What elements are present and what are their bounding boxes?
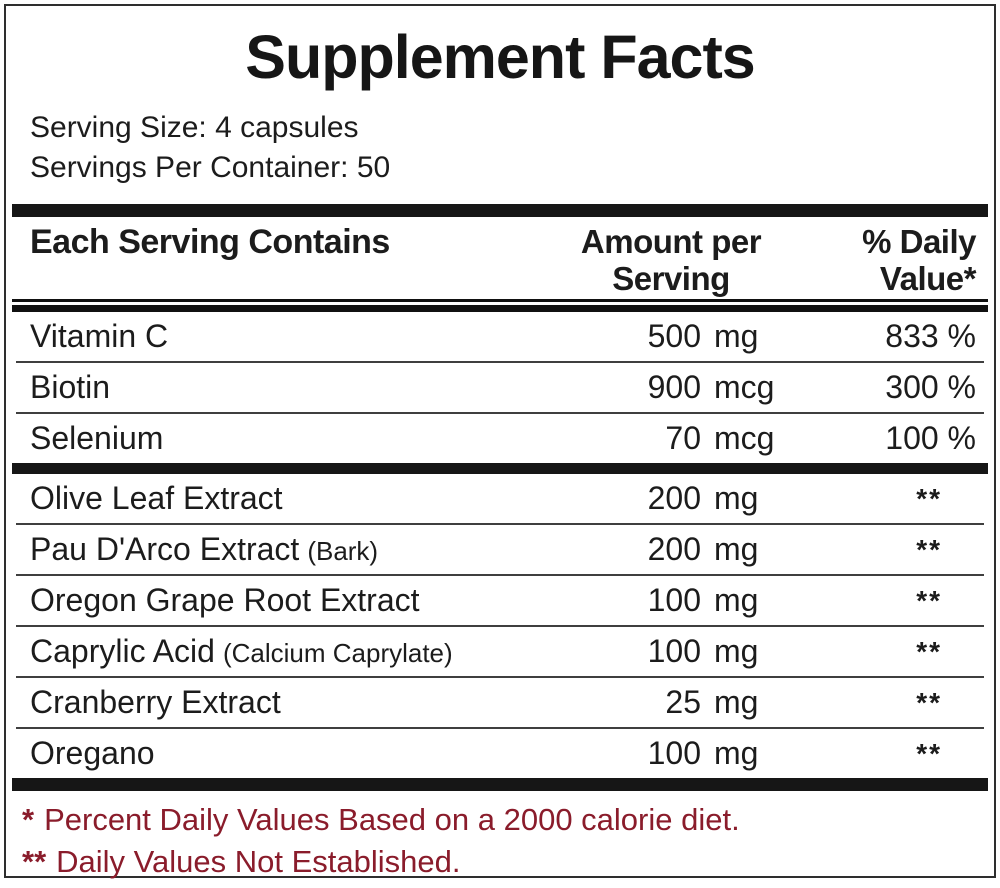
amount-unit: mg — [714, 480, 759, 516]
daily-value-cell: ** — [916, 737, 942, 769]
amount-unit: mcg — [714, 369, 775, 405]
asterisk-marker: * — [22, 802, 35, 837]
amount-value: 200 — [647, 531, 701, 567]
serving-size-text: Serving Size: 4 capsules — [30, 111, 359, 144]
not-established-footnote-text: Daily Values Not Established. — [56, 844, 461, 879]
bottom-divider-bar — [12, 778, 988, 791]
ingredient-row-oregon-grape-root-extract: Oregon Grape Root Extract 100 mg ** — [16, 574, 984, 625]
daily-value-column-header: % Daily Value* — [796, 223, 976, 299]
ingredient-name-text: Biotin — [30, 369, 111, 405]
amount-unit: mg — [714, 531, 759, 567]
ingredient-row-oregano: Oregano 100 mg ** — [16, 727, 984, 778]
ingredient-name-text: Olive Leaf Extract — [30, 480, 283, 516]
ingredient-row-cranberry-extract: Cranberry Extract 25 mg ** — [16, 676, 984, 727]
group-divider-bar — [12, 463, 988, 474]
amount-value: 70 — [665, 420, 701, 456]
ingredient-name-cell: Cranberry Extract — [30, 684, 546, 721]
percent-daily-value-footnote-text: Percent Daily Values Based on a 2000 cal… — [44, 802, 740, 837]
ingredient-row-selenium: Selenium 70 mcg 100 % — [16, 412, 984, 463]
percent-daily-value-footnote: * Percent Daily Values Based on a 2000 ca… — [22, 799, 984, 841]
amount-unit: mg — [714, 582, 759, 618]
amount-value: 200 — [647, 480, 701, 516]
amount-cell: 100 mg — [546, 735, 796, 772]
ingredient-name-cell: Pau D'Arco Extract (Bark) — [30, 531, 546, 568]
amount-value: 100 — [647, 735, 701, 771]
ingredient-name-text: Selenium — [30, 420, 164, 456]
table-header-row: Each Serving Contains Amount per Serving… — [16, 217, 984, 299]
ingredient-name-text: Vitamin C — [30, 318, 169, 354]
daily-value-cell: ** — [916, 635, 942, 667]
ingredient-name-cell: Biotin — [30, 369, 546, 406]
ingredient-name-cell: Caprylic Acid (Calcium Caprylate) — [30, 633, 546, 670]
amount-value: 100 — [647, 582, 701, 618]
amount-cell: 200 mg — [546, 531, 796, 568]
amount-cell: 25 mg — [546, 684, 796, 721]
daily-value-cell: ** — [916, 584, 942, 616]
ingredient-name-text: Caprylic Acid — [30, 633, 215, 669]
double-asterisk-marker: ** — [22, 844, 47, 879]
amount-cell: 200 mg — [546, 480, 796, 517]
ingredient-name-text: Oregano — [30, 735, 155, 771]
ingredient-note-text: (Calcium Caprylate) — [222, 638, 453, 668]
ingredient-row-caprylic-acid: Caprylic Acid (Calcium Caprylate) 100 mg *… — [16, 625, 984, 676]
amount-cell: 500 mg — [546, 318, 796, 355]
daily-value-cell: ** — [916, 533, 942, 565]
ingredient-name-cell: Vitamin C — [30, 318, 546, 355]
amount-cell: 100 mg — [546, 633, 796, 670]
ingredient-row-pau-darco-extract: Pau D'Arco Extract (Bark) 200 mg ** — [16, 523, 984, 574]
amount-unit: mg — [714, 735, 759, 771]
amount-value: 25 — [665, 684, 701, 720]
vitamins-minerals-group: Vitamin C 500 mg 833 % Biotin 900 mcg 300 … — [16, 312, 984, 463]
serving-info: Serving Size: 4 capsules Servings Per Co… — [30, 108, 984, 196]
amount-cell: 70 mcg — [546, 420, 796, 457]
amount-unit: mg — [714, 684, 759, 720]
ingredient-note-text: (Bark) — [307, 536, 379, 566]
daily-value-cell: 300 % — [885, 369, 976, 405]
ingredient-name-text: Oregon Grape Root Extract — [30, 582, 420, 618]
daily-value-column-header-line1: % Daily — [862, 223, 976, 260]
header-double-rule — [12, 299, 988, 312]
amount-value: 900 — [647, 369, 701, 405]
daily-value-cell: 833 % — [885, 318, 976, 354]
ingredient-name-text: Pau D'Arco Extract — [30, 531, 300, 567]
amount-unit: mg — [714, 633, 759, 669]
amount-cell: 900 mcg — [546, 369, 796, 406]
ingredient-name-cell: Oregano — [30, 735, 546, 772]
ingredient-row-biotin: Biotin 900 mcg 300 % — [16, 361, 984, 412]
amount-unit: mcg — [714, 420, 775, 456]
top-divider-bar — [12, 204, 988, 217]
daily-value-cell: ** — [916, 686, 942, 718]
ingredient-name-cell: Olive Leaf Extract — [30, 480, 546, 517]
supplement-facts-panel: Supplement Facts Serving Size: 4 capsule… — [4, 4, 996, 879]
daily-value-column-header-line2: Value* — [879, 260, 977, 297]
not-established-footnote: ** Daily Values Not Established. — [22, 841, 984, 883]
amount-value: 100 — [647, 633, 701, 669]
amount-value: 500 — [647, 318, 701, 354]
daily-value-cell: 100 % — [885, 420, 976, 456]
ingredient-column-header: Each Serving Contains — [30, 223, 390, 261]
ingredient-name-cell: Selenium — [30, 420, 546, 457]
amount-column-header-line2: Serving — [612, 260, 730, 297]
footnotes: * Percent Daily Values Based on a 2000 ca… — [22, 799, 984, 883]
amount-cell: 100 mg — [546, 582, 796, 619]
amount-unit: mg — [714, 318, 759, 354]
amount-column-header: Amount per Serving — [546, 223, 796, 299]
servings-per-container-text: Servings Per Container: 50 — [30, 151, 391, 184]
botanicals-group: Olive Leaf Extract 200 mg ** Pau D'Arco E… — [16, 474, 984, 778]
supplement-facts-title: Supplement Facts — [245, 23, 755, 91]
ingredient-name-cell: Oregon Grape Root Extract — [30, 582, 546, 619]
amount-column-header-line1: Amount per — [580, 223, 762, 260]
ingredient-row-olive-leaf-extract: Olive Leaf Extract 200 mg ** — [16, 474, 984, 523]
ingredient-row-vitamin-c: Vitamin C 500 mg 833 % — [16, 312, 984, 361]
ingredient-name-text: Cranberry Extract — [30, 684, 281, 720]
daily-value-cell: ** — [916, 482, 942, 514]
